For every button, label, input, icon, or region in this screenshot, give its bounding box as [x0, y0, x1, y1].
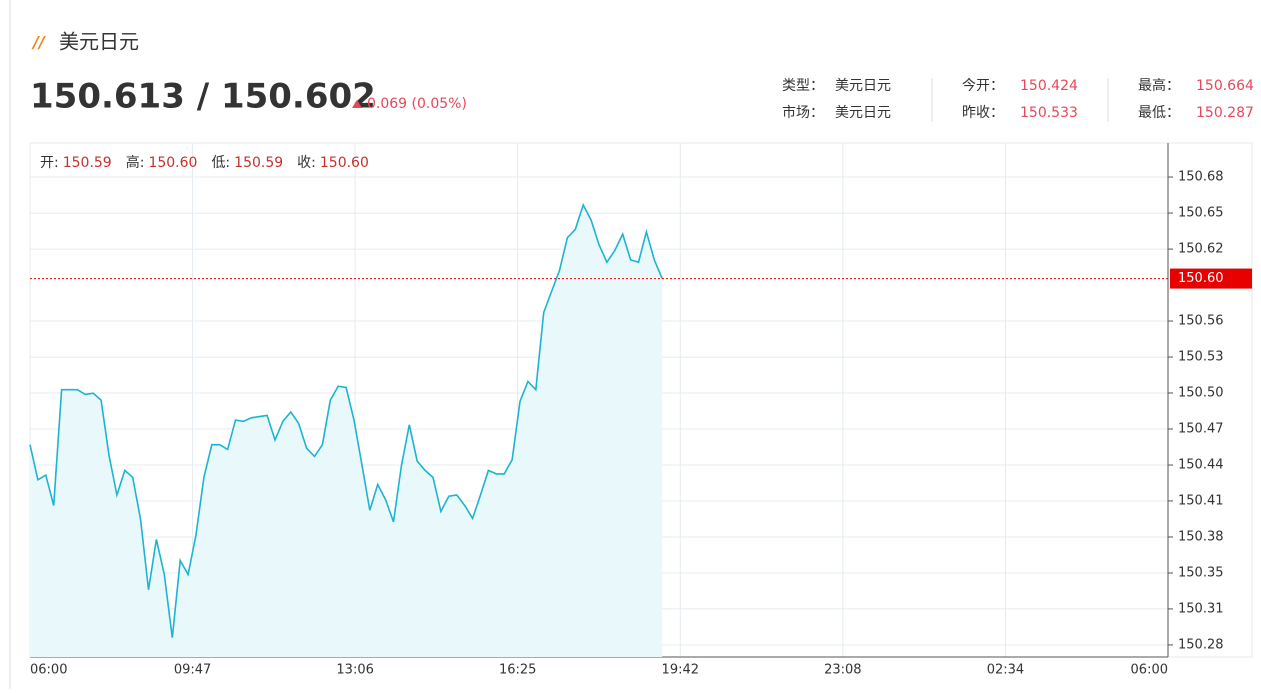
y-tick-label: 150.62: [1178, 242, 1224, 257]
x-tick-label: 19:42: [662, 663, 699, 678]
ohlc-label: 收:: [297, 155, 316, 171]
quote-value: 美元日元: [835, 78, 891, 94]
price: 150.613 / 150.602: [30, 77, 376, 117]
ohlc-value: 150.59: [234, 155, 283, 171]
quote-value: 150.533: [1020, 105, 1078, 121]
quote-label: 今开：: [962, 78, 1004, 94]
quote-label: 最高：: [1138, 77, 1180, 94]
x-tick-label: 06:00: [30, 663, 67, 678]
up-arrow: [352, 100, 362, 108]
y-tick-label: 150.35: [1178, 566, 1224, 581]
price-line: [29, 202, 663, 638]
quote-value: 美元日元: [835, 105, 891, 121]
current-price-box: [1170, 268, 1252, 289]
y-tick-label: 150.44: [1178, 458, 1224, 473]
y-tick-label: 150.68: [1178, 170, 1224, 185]
ohlc-label: 开:: [40, 155, 59, 171]
title: 美元日元: [59, 30, 139, 54]
y-tick-label: 150.53: [1178, 350, 1224, 365]
y-tick-label: 150.65: [1178, 206, 1224, 221]
x-tick-label: 06:00: [1131, 663, 1168, 678]
y-tick-label: 150.47: [1178, 422, 1224, 437]
quote-label: 昨收：: [962, 105, 1004, 121]
y-tick-label: 150.50: [1178, 385, 1224, 400]
y-tick-label: 150.31: [1178, 601, 1224, 616]
area: [30, 204, 663, 657]
x-tick-label: 02:34: [987, 663, 1024, 678]
x-tick-label: 16:25: [499, 663, 536, 678]
quote-label: 类型：: [782, 78, 824, 94]
quote-value: 150.664: [1196, 78, 1254, 94]
y-tick-label: 150.38: [1178, 529, 1224, 544]
quote-value: 150.287: [1196, 105, 1254, 121]
x-tick-label: 23:08: [824, 663, 861, 678]
change: 0.069 (0.05%): [367, 96, 467, 112]
chart: 06:00 09:47 13:06 16:25 19:42 23:08 02:34 06:00…: [29, 143, 1252, 678]
y-tick-label: 150.41: [1178, 493, 1224, 508]
ohlc-label: 高:: [126, 154, 145, 171]
x-tick-label: 13:06: [336, 663, 373, 678]
quote-label: 市场：: [782, 104, 824, 121]
ohlc-value: 150.60: [320, 155, 369, 171]
ohlc-value: 150.60: [148, 155, 197, 171]
current-price-label: 150.60: [1178, 271, 1224, 286]
ohlc-label: 低:: [211, 155, 230, 171]
x-tick-label: 09:47: [174, 663, 211, 678]
ohlc-value: 150.59: [63, 155, 112, 171]
quote-label: 最低：: [1138, 105, 1180, 121]
y-tick-label: 150.28: [1178, 637, 1224, 652]
y-tick-label: 150.56: [1178, 314, 1224, 329]
title-icon: //: [31, 33, 46, 52]
quote-value: 150.424: [1020, 78, 1078, 94]
